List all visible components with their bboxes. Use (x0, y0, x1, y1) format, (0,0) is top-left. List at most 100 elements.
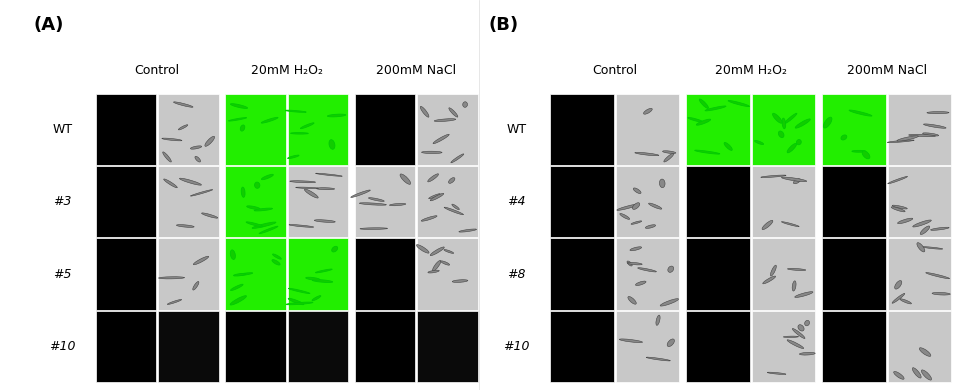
Ellipse shape (195, 156, 201, 162)
Ellipse shape (316, 173, 343, 176)
Ellipse shape (312, 280, 333, 282)
Ellipse shape (923, 247, 943, 249)
Ellipse shape (288, 155, 299, 159)
Bar (158, 311, 218, 382)
Ellipse shape (924, 124, 946, 128)
Ellipse shape (646, 357, 670, 361)
Bar (686, 239, 750, 310)
Ellipse shape (619, 339, 642, 342)
Ellipse shape (286, 302, 313, 305)
Bar (752, 94, 815, 165)
Bar (550, 166, 614, 237)
Ellipse shape (202, 213, 218, 218)
Ellipse shape (229, 117, 247, 121)
Bar (822, 239, 886, 310)
Ellipse shape (627, 261, 633, 266)
Ellipse shape (272, 260, 280, 265)
Ellipse shape (894, 371, 904, 379)
Ellipse shape (291, 133, 308, 134)
Bar (752, 311, 815, 382)
Ellipse shape (643, 108, 653, 114)
Ellipse shape (163, 152, 171, 162)
Bar (287, 166, 348, 237)
Ellipse shape (252, 222, 276, 229)
Ellipse shape (668, 266, 674, 272)
Bar (417, 239, 478, 310)
Ellipse shape (416, 245, 429, 253)
Ellipse shape (246, 222, 263, 227)
Bar (616, 311, 679, 382)
Ellipse shape (288, 298, 304, 305)
Ellipse shape (400, 174, 411, 184)
Bar (355, 94, 415, 165)
Ellipse shape (841, 135, 847, 140)
Ellipse shape (923, 133, 939, 136)
Ellipse shape (429, 194, 440, 199)
Bar (287, 239, 348, 310)
Bar (355, 239, 415, 310)
Ellipse shape (451, 154, 464, 163)
Ellipse shape (241, 187, 245, 197)
Ellipse shape (782, 177, 807, 182)
Ellipse shape (630, 247, 641, 251)
Ellipse shape (788, 268, 806, 271)
Ellipse shape (261, 174, 274, 180)
Bar (287, 94, 348, 165)
Ellipse shape (761, 175, 786, 177)
Bar (158, 239, 218, 310)
Ellipse shape (892, 293, 904, 303)
Ellipse shape (762, 220, 773, 230)
Ellipse shape (176, 225, 194, 227)
Ellipse shape (784, 336, 798, 337)
Ellipse shape (296, 187, 319, 189)
Ellipse shape (798, 325, 804, 331)
Bar (888, 166, 951, 237)
Ellipse shape (422, 151, 442, 154)
Ellipse shape (327, 114, 345, 117)
Ellipse shape (895, 280, 901, 289)
Text: Control: Control (135, 64, 180, 77)
Ellipse shape (909, 134, 935, 137)
Ellipse shape (700, 99, 708, 108)
Ellipse shape (433, 261, 441, 271)
Ellipse shape (795, 119, 811, 128)
Ellipse shape (892, 205, 907, 209)
Text: (B): (B) (488, 16, 518, 34)
Ellipse shape (782, 222, 799, 227)
Bar (225, 166, 285, 237)
Ellipse shape (360, 228, 388, 229)
Bar (158, 166, 218, 237)
Bar (888, 239, 951, 310)
Ellipse shape (917, 243, 924, 252)
Bar (752, 166, 815, 237)
Ellipse shape (449, 108, 457, 117)
Text: #4: #4 (507, 195, 526, 208)
Ellipse shape (898, 218, 913, 223)
Ellipse shape (255, 208, 273, 211)
Bar (417, 311, 478, 382)
Bar (225, 94, 285, 165)
Ellipse shape (688, 117, 703, 122)
Ellipse shape (273, 254, 281, 259)
Text: #3: #3 (53, 195, 72, 208)
Ellipse shape (620, 213, 630, 219)
Ellipse shape (230, 296, 247, 305)
Ellipse shape (921, 226, 929, 234)
Ellipse shape (452, 204, 459, 210)
Ellipse shape (796, 140, 801, 145)
Ellipse shape (787, 340, 804, 349)
Ellipse shape (932, 292, 950, 295)
Ellipse shape (289, 225, 314, 227)
Ellipse shape (285, 110, 306, 112)
Ellipse shape (261, 117, 278, 123)
Ellipse shape (888, 176, 907, 184)
Bar (752, 239, 815, 310)
Ellipse shape (754, 140, 764, 145)
Ellipse shape (304, 189, 319, 198)
Bar (888, 94, 951, 165)
Bar (355, 311, 415, 382)
Ellipse shape (300, 123, 314, 129)
Ellipse shape (190, 146, 202, 149)
Ellipse shape (728, 101, 749, 106)
Ellipse shape (920, 348, 931, 356)
